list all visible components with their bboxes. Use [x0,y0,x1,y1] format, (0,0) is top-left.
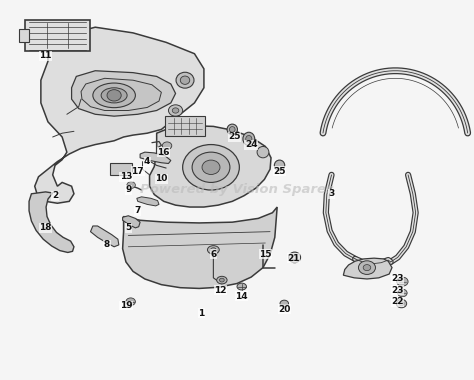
Ellipse shape [292,255,298,260]
Ellipse shape [210,248,216,252]
Ellipse shape [192,152,230,182]
Ellipse shape [363,264,371,271]
Ellipse shape [227,124,237,135]
Text: 2: 2 [52,191,58,200]
Text: 14: 14 [236,291,248,301]
Text: 12: 12 [214,286,227,295]
Text: 23: 23 [392,274,404,283]
Ellipse shape [257,146,269,158]
Ellipse shape [289,252,301,263]
Ellipse shape [168,105,182,116]
Ellipse shape [172,108,179,113]
Ellipse shape [202,160,220,174]
Ellipse shape [162,142,172,149]
Text: 15: 15 [259,250,272,259]
Text: 8: 8 [104,241,110,249]
FancyBboxPatch shape [18,29,29,42]
Ellipse shape [219,278,224,282]
Text: 20: 20 [278,305,291,314]
Ellipse shape [229,127,235,132]
Text: 17: 17 [131,166,144,176]
Text: 16: 16 [157,148,170,157]
Ellipse shape [274,160,285,171]
Polygon shape [140,152,171,163]
Text: 6: 6 [210,250,217,259]
Ellipse shape [93,83,136,108]
Polygon shape [123,216,140,228]
Ellipse shape [217,276,227,284]
Ellipse shape [101,88,127,103]
Text: 4: 4 [144,157,150,166]
Text: 10: 10 [155,174,168,183]
Polygon shape [137,197,159,206]
Ellipse shape [208,245,219,254]
Polygon shape [29,192,74,252]
Polygon shape [35,27,204,203]
Ellipse shape [396,299,407,308]
FancyBboxPatch shape [25,21,90,51]
Polygon shape [81,78,161,111]
Text: 11: 11 [39,51,52,60]
Ellipse shape [246,136,252,142]
Text: 24: 24 [245,140,257,149]
Ellipse shape [358,261,375,274]
Text: 9: 9 [125,185,131,195]
Ellipse shape [107,90,121,101]
Text: 13: 13 [120,172,132,181]
Ellipse shape [126,298,136,306]
Ellipse shape [127,182,136,188]
Ellipse shape [398,289,407,297]
Text: 19: 19 [119,301,132,310]
FancyBboxPatch shape [110,163,132,175]
Ellipse shape [243,132,255,146]
Text: 18: 18 [39,223,52,232]
Text: 25: 25 [273,166,286,176]
Text: 5: 5 [125,223,131,232]
Text: 21: 21 [287,254,300,263]
Ellipse shape [180,76,190,84]
FancyBboxPatch shape [165,116,205,136]
Ellipse shape [399,302,404,306]
Polygon shape [91,226,119,247]
Text: 1: 1 [199,309,205,318]
Ellipse shape [237,283,246,290]
Polygon shape [72,71,175,116]
Text: 23: 23 [392,286,404,295]
Text: 22: 22 [392,297,404,306]
Polygon shape [123,207,277,288]
Polygon shape [150,126,271,207]
Ellipse shape [176,72,194,88]
Ellipse shape [280,300,289,307]
Ellipse shape [397,277,408,286]
Ellipse shape [182,144,239,190]
Text: 3: 3 [328,189,335,198]
Text: Powered by Vision Spares: Powered by Vision Spares [140,184,334,196]
Polygon shape [343,258,392,279]
Text: 25: 25 [228,133,241,141]
Text: 7: 7 [135,206,141,215]
